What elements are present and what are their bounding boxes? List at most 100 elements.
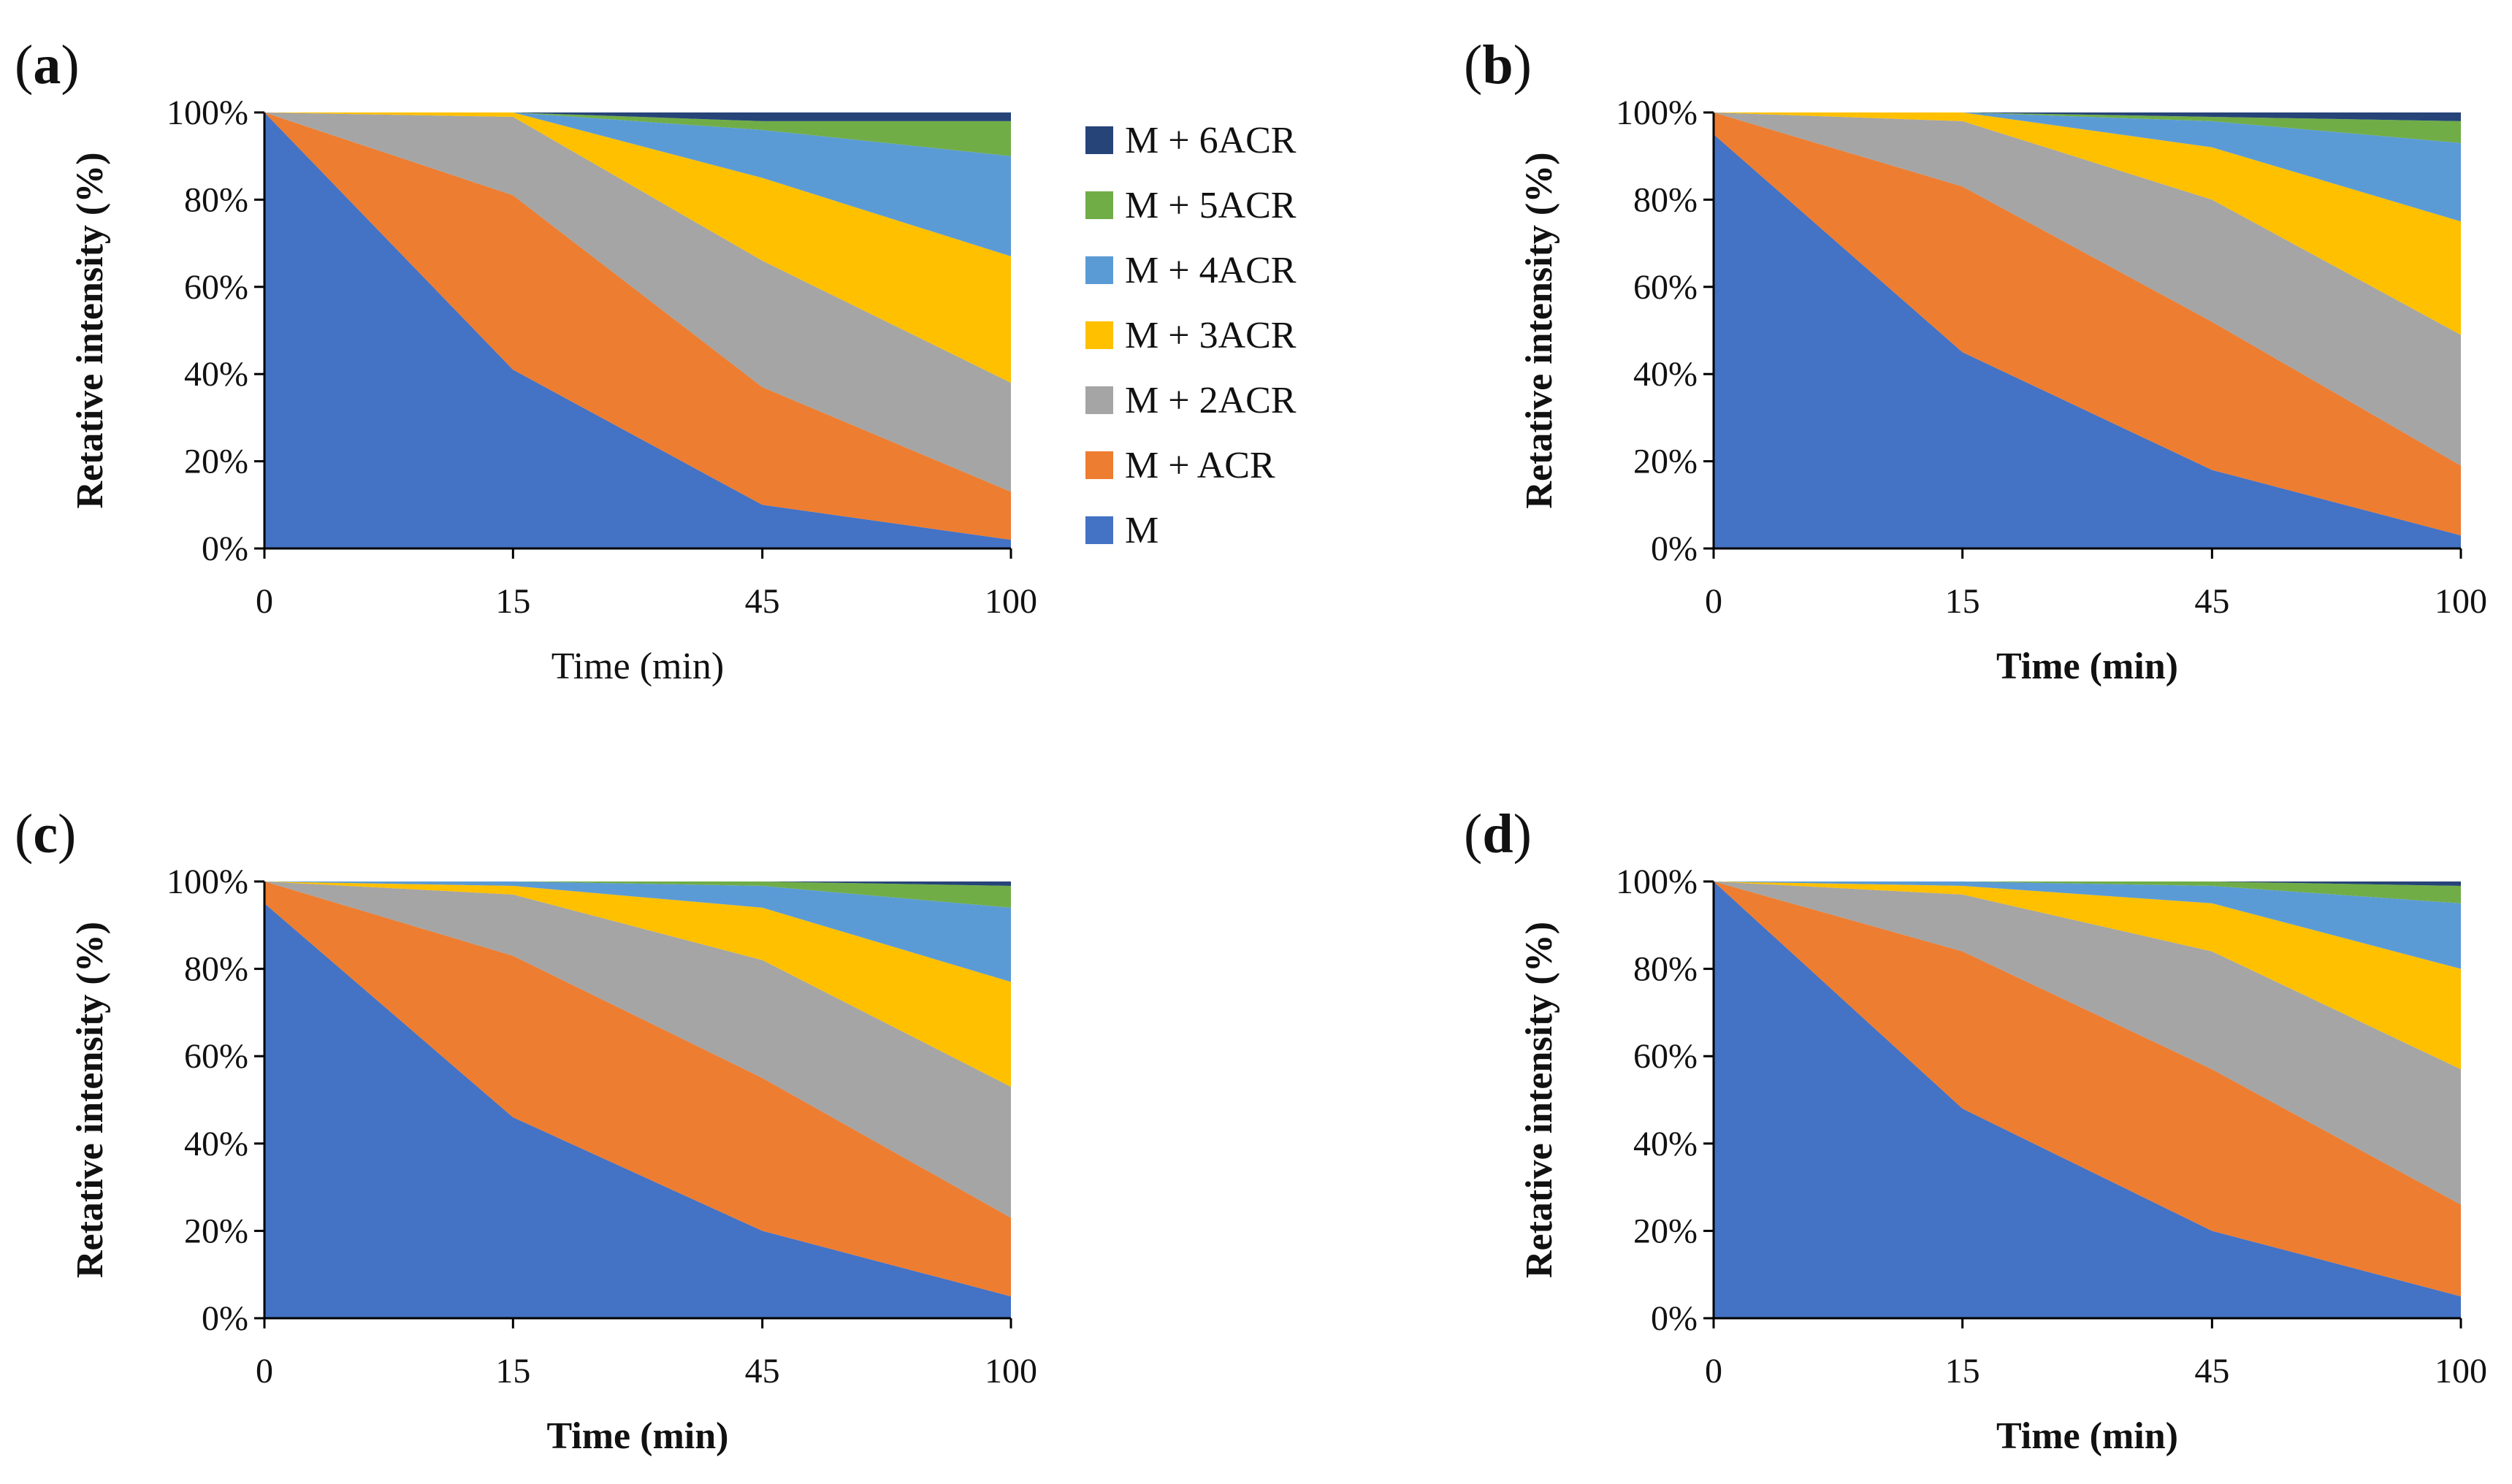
y-tick-label: 80% xyxy=(1633,950,1698,989)
area-m-plus-3acr xyxy=(1714,112,2461,335)
x-tick-label: 0 xyxy=(1705,1352,1722,1391)
area-m-plus-6acr xyxy=(264,112,1011,121)
y-tick-label: 20% xyxy=(184,443,248,481)
legend-swatch-m-plus-6acr xyxy=(1085,126,1113,154)
panel-label: (c) xyxy=(15,803,76,865)
y-tick-label: 0% xyxy=(202,1299,248,1338)
x-tick-label: 100 xyxy=(985,1352,1037,1391)
y-tick-label: 60% xyxy=(1633,268,1698,307)
y-tick-label: 40% xyxy=(1633,355,1698,394)
x-tick-label: 15 xyxy=(1945,582,1980,621)
y-tick-label: 20% xyxy=(1633,1212,1698,1250)
x-axis-title: Time (min) xyxy=(547,1415,729,1457)
y-axis-title: Retative intensity (%) xyxy=(69,152,111,508)
area-m-plus-acr xyxy=(1714,881,2461,1297)
area-m-plus-4acr xyxy=(1714,881,2461,969)
y-tick-label: 100% xyxy=(1616,93,1698,132)
area-m-plus-2acr xyxy=(1714,112,2461,466)
legend-swatch-m-plus-5acr xyxy=(1085,191,1113,219)
x-tick-label: 45 xyxy=(2194,582,2229,621)
area-m-plus-acr xyxy=(264,881,1011,1297)
area-m-plus-5acr xyxy=(1714,881,2461,903)
area-m-plus-4acr xyxy=(264,112,1011,256)
x-tick-label: 45 xyxy=(745,1352,780,1391)
area-m xyxy=(264,903,1011,1318)
area-m-plus-5acr xyxy=(1714,112,2461,143)
x-axis-title: Time (min) xyxy=(1996,1415,2178,1457)
x-axis-title: Time (min) xyxy=(551,646,724,687)
area-m-plus-6acr xyxy=(1714,881,2461,886)
legend-label-m-plus-2acr: M + 2ACR xyxy=(1125,380,1297,421)
y-tick-label: 60% xyxy=(1633,1037,1698,1076)
area-m-plus-acr xyxy=(1714,112,2461,536)
y-tick-label: 0% xyxy=(1651,529,1698,568)
y-tick-label: 0% xyxy=(1651,1299,1698,1338)
legend-label-m-plus-acr: M + ACR xyxy=(1125,445,1275,486)
legend-label-m-plus-6acr: M + 6ACR xyxy=(1125,120,1297,161)
area-m-plus-5acr xyxy=(264,881,1011,908)
panel-label: (a) xyxy=(15,34,80,96)
y-axis-title: Retative intensity (%) xyxy=(1519,152,1560,508)
legend-label-m-plus-4acr: M + 4ACR xyxy=(1125,250,1297,291)
area-m-plus-6acr xyxy=(1714,112,2461,121)
y-tick-label: 100% xyxy=(167,93,248,132)
area-m-plus-2acr xyxy=(264,881,1011,1218)
y-tick-label: 40% xyxy=(184,1125,248,1163)
area-m-plus-acr xyxy=(264,112,1011,540)
y-tick-label: 40% xyxy=(1633,1125,1698,1163)
y-tick-label: 40% xyxy=(184,355,248,394)
y-tick-label: 80% xyxy=(184,950,248,989)
x-tick-label: 15 xyxy=(495,1352,530,1391)
y-tick-label: 20% xyxy=(1633,443,1698,481)
panel-d: 0% 20% 40% 60% 80% 100% 0 15 45 100 Time (min) Reta… xyxy=(1464,803,2487,1457)
x-tick-label: 0 xyxy=(256,582,273,621)
x-tick-label: 0 xyxy=(1705,582,1722,621)
panel-b: 0% 20% 40% 60% 80% 100% 0 15 45 100 Time (min) Reta… xyxy=(1464,34,2487,687)
legend-label-m: M xyxy=(1125,510,1158,551)
y-tick-label: 80% xyxy=(184,180,248,219)
area-m-plus-3acr xyxy=(264,112,1011,383)
legend-swatch-m-plus-4acr xyxy=(1085,256,1113,284)
area-m xyxy=(1714,881,2461,1318)
legend-swatch-m-plus-acr xyxy=(1085,451,1113,479)
y-tick-label: 100% xyxy=(1616,863,1698,901)
y-tick-label: 100% xyxy=(167,863,248,901)
legend-swatch-m xyxy=(1085,516,1113,544)
x-tick-label: 0 xyxy=(256,1352,273,1391)
area-m-plus-4acr xyxy=(1714,112,2461,222)
legend-swatch-m-plus-3acr xyxy=(1085,321,1113,349)
panel-label: (d) xyxy=(1464,803,1532,865)
legend: M + 6ACR M + 5ACR M + 4ACR M + 3ACR M + 2ACR… xyxy=(1085,120,1297,551)
y-tick-label: 60% xyxy=(184,1037,248,1076)
area-m-plus-3acr xyxy=(1714,881,2461,1070)
panel-c: 0% 20% 40% 60% 80% 100% 0 15 45 100 Time (min) Reta… xyxy=(15,803,1037,1457)
area-m-plus-6acr xyxy=(264,881,1011,886)
y-axis-title: Retative intensity (%) xyxy=(1519,922,1560,1278)
area-m-plus-5acr xyxy=(264,112,1011,156)
legend-label-m-plus-3acr: M + 3ACR xyxy=(1125,315,1297,356)
area-m-plus-2acr xyxy=(1714,881,2461,1205)
x-tick-label: 45 xyxy=(2194,1352,2229,1391)
x-tick-label: 15 xyxy=(495,582,530,621)
area-m-plus-4acr xyxy=(264,881,1011,982)
area-m-plus-2acr xyxy=(264,112,1011,492)
y-tick-label: 20% xyxy=(184,1212,248,1250)
x-tick-label: 15 xyxy=(1945,1352,1980,1391)
area-m xyxy=(264,112,1011,548)
area-m-plus-3acr xyxy=(264,881,1011,1087)
y-tick-label: 80% xyxy=(1633,180,1698,219)
x-tick-label: 100 xyxy=(985,582,1037,621)
x-tick-label: 100 xyxy=(2435,582,2487,621)
area-m xyxy=(1714,134,2461,548)
legend-label-m-plus-5acr: M + 5ACR xyxy=(1125,185,1297,226)
legend-swatch-m-plus-2acr xyxy=(1085,386,1113,414)
panel-a: 0% 20% 40% 60% 80% 100% 0 15 45 100 Time (min) Reta… xyxy=(15,34,1037,687)
y-tick-label: 60% xyxy=(184,268,248,307)
x-tick-label: 45 xyxy=(745,582,780,621)
y-axis-title: Retative intensity (%) xyxy=(69,922,111,1278)
x-tick-label: 100 xyxy=(2435,1352,2487,1391)
y-tick-label: 0% xyxy=(202,529,248,568)
x-axis-title: Time (min) xyxy=(1996,646,2178,687)
panel-label: (b) xyxy=(1464,34,1532,96)
